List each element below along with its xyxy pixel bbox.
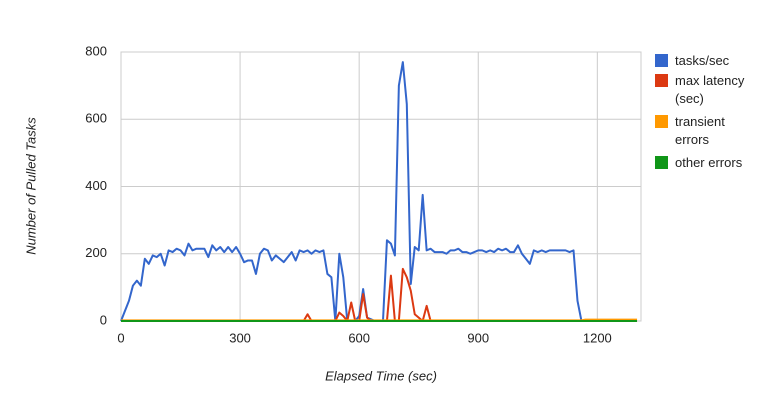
legend-entry: max latency (sec)	[655, 72, 765, 108]
y-tick-label: 400	[85, 178, 107, 193]
legend-swatch	[655, 115, 668, 128]
y-tick-label: 0	[100, 312, 107, 327]
x-tick-label: 600	[348, 330, 370, 345]
legend-label: transient errors	[675, 114, 725, 147]
legend-entry: transient errors	[655, 113, 765, 149]
legend-swatch	[655, 74, 668, 87]
x-tick-label: 300	[229, 330, 251, 345]
legend-label: tasks/sec	[675, 53, 730, 68]
legend-label: max latency (sec)	[675, 73, 745, 106]
series-line	[121, 267, 638, 322]
legend-label: other errors	[675, 155, 743, 170]
legend-swatch	[655, 156, 668, 169]
x-tick-label: 0	[117, 330, 124, 345]
series-line	[120, 61, 583, 322]
y-axis-title: Number of Pulled Tasks	[23, 117, 38, 255]
y-tick-label: 600	[85, 111, 107, 126]
y-tick-label: 800	[85, 43, 107, 58]
legend-swatch	[655, 54, 668, 67]
x-tick-label: 1200	[583, 330, 612, 345]
x-axis-title: Elapsed Time (sec)	[325, 368, 437, 383]
legend-entry: other errors	[655, 154, 765, 172]
y-tick-label: 200	[85, 245, 107, 260]
legend-entry: tasks/sec	[655, 52, 765, 70]
x-tick-label: 900	[467, 330, 489, 345]
